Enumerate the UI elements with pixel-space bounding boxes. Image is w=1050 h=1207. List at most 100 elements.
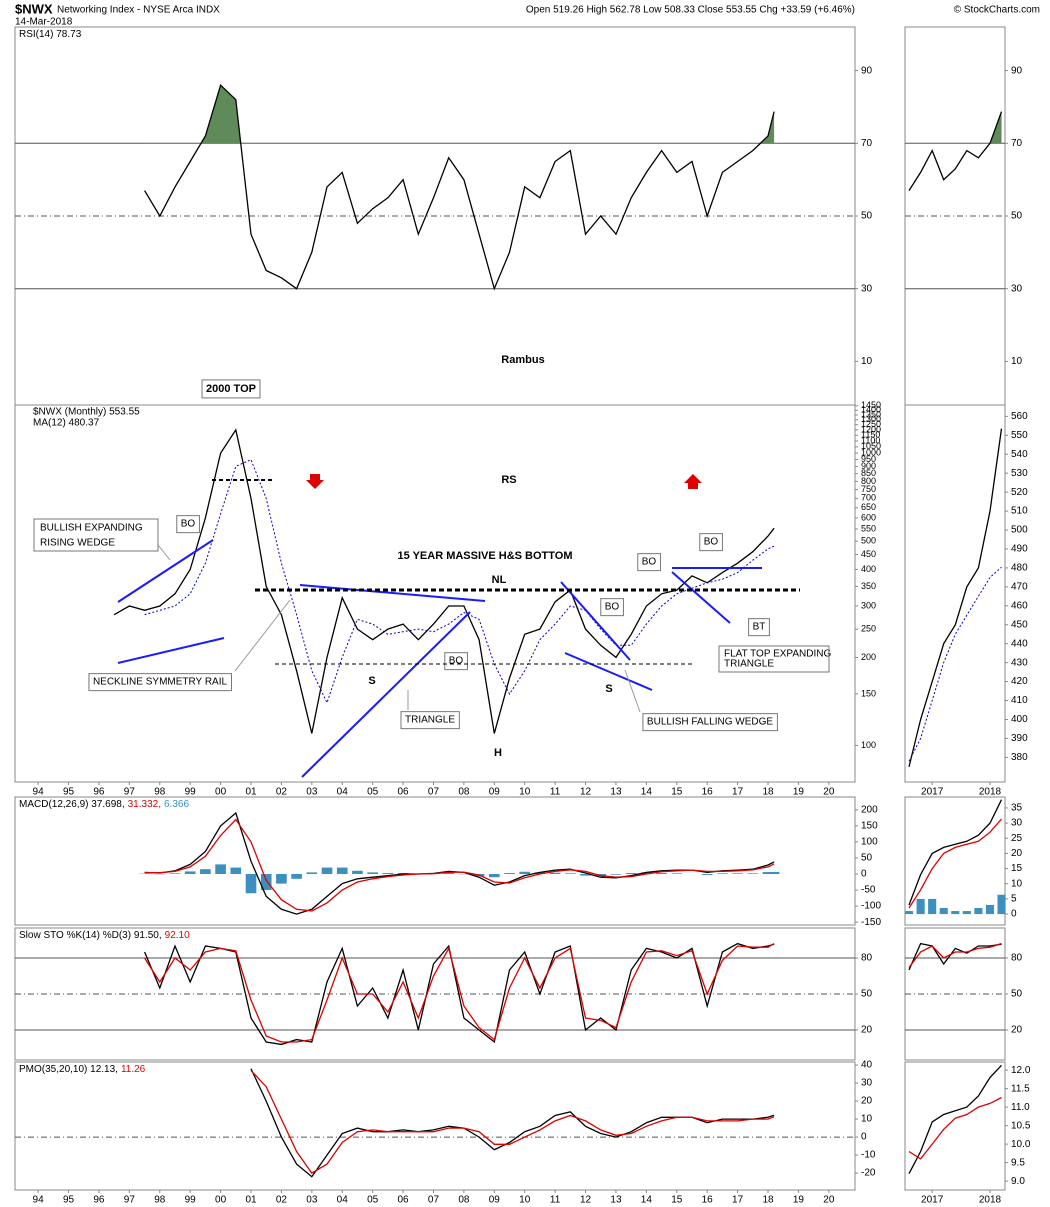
- y-tick-label: 90: [861, 65, 873, 76]
- series-line: [908, 566, 1002, 762]
- y-tick-label: 20: [861, 1096, 873, 1107]
- legend-entry: $NWX (Monthly) 553.55: [33, 407, 140, 418]
- y-tick-label: 550: [1011, 430, 1028, 441]
- y-tick-label: 10.5: [1011, 1120, 1031, 1131]
- y-tick-label: 510: [1011, 506, 1028, 517]
- x-tick-label: 10: [519, 1195, 531, 1206]
- arrow-up: [684, 474, 702, 489]
- y-tick-label: 25: [1011, 833, 1023, 844]
- y-tick-label: 470: [1011, 582, 1028, 593]
- trendline: [560, 581, 631, 661]
- y-tick-label: 80: [1011, 953, 1023, 964]
- histogram-bar: [306, 872, 318, 874]
- annotation-box: [642, 713, 778, 732]
- annotation-box: [444, 652, 468, 671]
- legend-entry: RSI(14) 78.73: [19, 29, 82, 40]
- y-tick-label: 12.0: [1011, 1065, 1031, 1076]
- y-tick-label: 50: [1011, 989, 1023, 1000]
- panel-frame: [14, 1061, 856, 1191]
- y-tick-label: 1450: [861, 400, 881, 410]
- annotation-box: [600, 598, 624, 617]
- legend-entry: 92.10: [165, 930, 190, 941]
- histogram-bar: [985, 904, 995, 915]
- histogram-bar: [291, 873, 302, 879]
- series-line: [908, 799, 1003, 906]
- symbol: $NWX: [15, 1, 53, 16]
- callout: [234, 599, 291, 672]
- annotation: RS: [501, 474, 516, 486]
- x-tick-label: 2017: [921, 787, 944, 798]
- trendline: [301, 611, 471, 778]
- y-tick-label: 500: [861, 535, 876, 545]
- y-tick-label: 10.0: [1011, 1139, 1031, 1150]
- x-tick-label: 03: [306, 787, 318, 798]
- x-tick-label: 18: [762, 1195, 774, 1206]
- x-tick-label: 94: [33, 787, 45, 798]
- x-tick-label: 98: [154, 1195, 166, 1206]
- x-tick-label: 96: [93, 787, 105, 798]
- y-tick-label: 90: [1011, 65, 1023, 76]
- y-tick-label: 200: [861, 652, 876, 662]
- y-tick-label: 520: [1011, 487, 1028, 498]
- y-tick-label: 300: [861, 600, 876, 610]
- x-tick-label: 02: [276, 787, 288, 798]
- y-tick-label: 20: [861, 1025, 873, 1036]
- trendline: [671, 571, 731, 624]
- x-tick-label: 15: [671, 1195, 683, 1206]
- annotation: Rambus: [501, 354, 544, 366]
- annotation: NECKLINE SYMMETRY RAIL: [93, 677, 228, 688]
- x-tick-label: 98: [154, 787, 166, 798]
- y-tick-label: 1200: [861, 424, 881, 434]
- y-tick-label: 480: [1011, 563, 1028, 574]
- series-line: [908, 1096, 1002, 1160]
- trendline: [299, 584, 486, 602]
- legend-entry: MACD(12,26,9) 37.698,: [19, 799, 125, 810]
- x-tick-label: 13: [610, 787, 622, 798]
- y-tick-label: 1250: [861, 419, 881, 429]
- series-line: [908, 818, 1002, 909]
- y-tick-label: 9.0: [1011, 1176, 1025, 1187]
- series-line: [908, 111, 1003, 191]
- y-tick-label: 400: [861, 564, 876, 574]
- x-tick-label: 15: [671, 787, 683, 798]
- y-tick-label: 650: [861, 502, 876, 512]
- callout: [157, 544, 171, 561]
- histogram-bar: [974, 908, 983, 915]
- y-tick-label: 1100: [861, 435, 880, 445]
- y-tick-label: 50: [861, 211, 873, 222]
- y-tick-label: 400: [1011, 714, 1028, 725]
- histogram-bar: [276, 873, 287, 884]
- y-tick-label: 50: [1011, 211, 1023, 222]
- x-tick-label: 07: [428, 1195, 440, 1206]
- y-tick-label: 750: [861, 484, 876, 494]
- y-tick-label: 30: [1011, 283, 1023, 294]
- y-tick-label: 350: [861, 581, 876, 591]
- y-tick-label: 15: [1011, 863, 1023, 874]
- x-tick-label: 20: [823, 1195, 835, 1206]
- histogram-bar: [905, 911, 914, 915]
- y-tick-label: 550: [861, 523, 876, 533]
- index-name: Networking Index - NYSE Arca INDX: [57, 5, 220, 16]
- trendline: [117, 539, 214, 603]
- y-tick-label: 50: [861, 853, 873, 864]
- histogram-bar: [656, 873, 667, 874]
- y-tick-label: 490: [1011, 544, 1028, 555]
- y-tick-label: -100: [861, 901, 881, 912]
- histogram-bar: [336, 867, 348, 874]
- histogram-bar: [519, 871, 531, 874]
- y-tick-label: -20: [861, 1168, 876, 1179]
- y-tick-label: 35: [1011, 803, 1023, 814]
- y-tick-label: 100: [861, 740, 876, 750]
- histogram-bar: [747, 873, 759, 874]
- y-tick-label: 11.5: [1011, 1083, 1030, 1094]
- histogram-bar: [367, 872, 378, 874]
- y-tick-label: 20: [1011, 1025, 1023, 1036]
- annotation: BULLISH EXPANDING: [40, 523, 143, 534]
- chart-date: 14-Mar-2018: [15, 17, 73, 28]
- y-tick-label: 5: [1011, 894, 1017, 905]
- overbought-fill: [201, 85, 775, 144]
- histogram-bar: [580, 873, 591, 876]
- x-tick-label: 10: [519, 787, 531, 798]
- y-tick-label: 0: [861, 1132, 867, 1143]
